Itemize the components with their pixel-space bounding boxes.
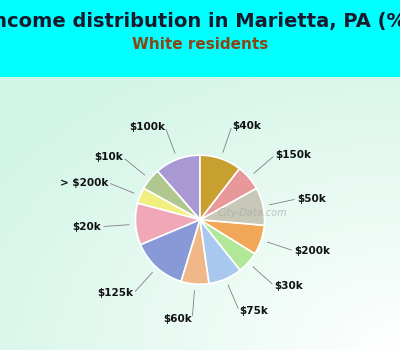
Wedge shape [140, 220, 200, 281]
Text: $40k: $40k [232, 121, 261, 131]
Wedge shape [200, 155, 239, 220]
Text: $60k: $60k [164, 314, 192, 324]
Text: Income distribution in Marietta, PA (%): Income distribution in Marietta, PA (%) [0, 12, 400, 31]
Text: $125k: $125k [98, 288, 134, 298]
Wedge shape [200, 220, 240, 284]
Wedge shape [200, 220, 255, 270]
Text: > $200k: > $200k [60, 177, 108, 188]
Wedge shape [158, 155, 200, 220]
Text: $150k: $150k [275, 150, 311, 160]
Text: $100k: $100k [129, 122, 165, 132]
Wedge shape [200, 169, 256, 220]
Wedge shape [136, 203, 200, 245]
Text: $75k: $75k [239, 306, 268, 316]
Text: $10k: $10k [94, 152, 123, 162]
Text: $30k: $30k [274, 281, 303, 290]
Wedge shape [200, 188, 264, 225]
Text: $200k: $200k [294, 246, 330, 256]
Text: $20k: $20k [72, 222, 101, 232]
Wedge shape [144, 171, 200, 220]
Text: White residents: White residents [132, 37, 268, 52]
Wedge shape [200, 220, 264, 254]
Text: City-Data.com: City-Data.com [218, 208, 287, 218]
Text: $50k: $50k [297, 194, 326, 204]
Wedge shape [181, 220, 209, 284]
Wedge shape [138, 188, 200, 220]
